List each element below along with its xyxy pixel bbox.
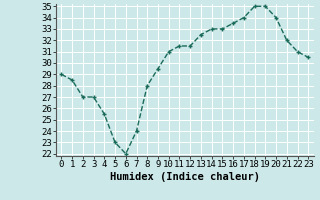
X-axis label: Humidex (Indice chaleur): Humidex (Indice chaleur) <box>110 172 260 182</box>
